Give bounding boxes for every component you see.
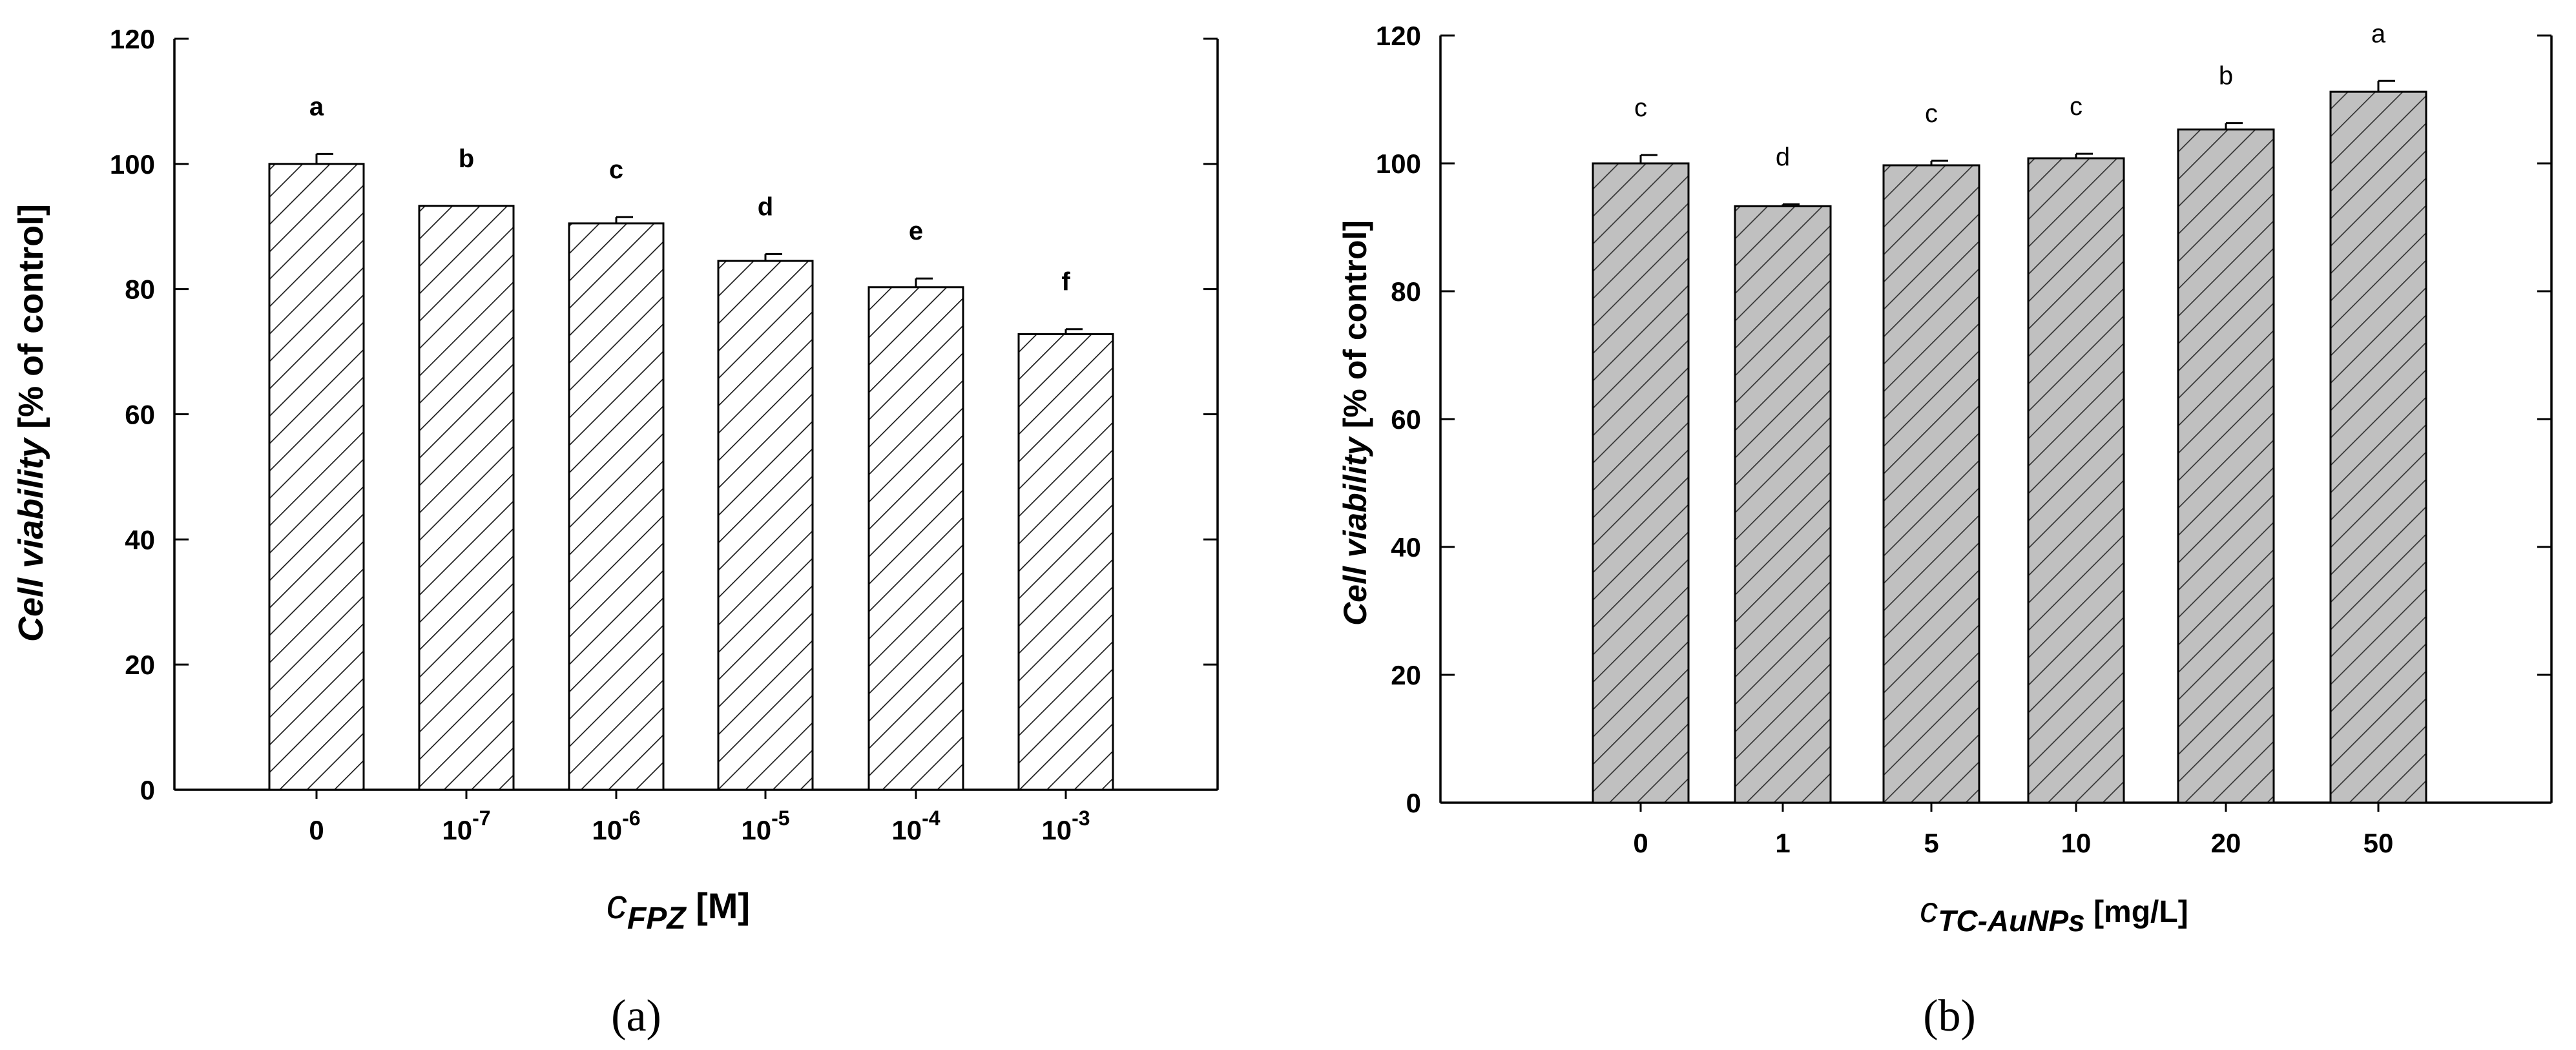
significance-letter: c [2070,92,2083,121]
significance-letter: c [1634,94,1647,122]
x-axis-label-unit: [M] [686,885,751,926]
x-tick-label: 5 [1924,828,1938,858]
y-axis-label-italic: Cell viability [12,429,50,642]
x-tick-label: 10-3 [1041,807,1090,845]
panel-a-caption: (a) [611,991,661,1041]
y-tick-label: 120 [1376,21,1421,51]
y-tick-label: 60 [125,400,155,430]
significance-letter: e [909,217,923,245]
y-tick-label: 0 [140,775,155,805]
y-axis-label-unit: [% of control] [1337,220,1373,428]
y-tick-label: 0 [1406,788,1421,818]
x-tick-label: 0 [309,815,324,845]
bar [1017,333,1114,791]
bar [2329,90,2427,804]
x-tick-exponent: -4 [922,807,940,830]
bar [717,260,814,791]
x-tick-exponent: -3 [1072,807,1090,830]
x-tick-label: 20 [2211,828,2241,858]
x-tick-label: 50 [2363,828,2394,858]
x-tick-label: 10-6 [592,807,640,845]
y-tick-label: 100 [1376,149,1421,179]
bar [1734,205,1832,804]
x-axis-label-unit: [mg/L] [2085,895,2188,929]
bar [1882,164,1980,804]
y-tick-label: 60 [1391,404,1421,435]
panel-a-chart: 0 20 40 60 80 100 120 a 0 b 10-7 c 10-6 d 10-5 e 10-4 f 10… [12,24,1219,936]
significance-letter: d [758,192,773,221]
significance-letter: c [1925,99,1938,128]
significance-letter: f [1061,268,1070,296]
x-axis-label-subscript: TC-AuNPs [1938,904,2084,938]
significance-letter: b [459,145,474,173]
y-tick-label: 40 [125,524,155,555]
y-tick-label: 80 [1391,276,1421,307]
panel-b-chart: 0 20 40 60 80 100 120 c 0 d 1 c 5 c 10 b 20 a 50 cTC-AuNPs … [1337,19,2553,938]
y-axis-label-italic: Cell viability [1337,428,1373,626]
significance-letter: b [2219,62,2233,90]
y-tick-label: 100 [110,149,155,180]
x-tick-label: 1 [1775,828,1790,858]
y-tick-label: 120 [110,24,155,54]
bar [867,286,964,791]
x-tick-label: 10 [2061,828,2092,858]
x-tick-label: 0 [1633,828,1648,858]
y-tick-label: 20 [125,650,155,680]
panel-b-caption: (b) [1923,991,1976,1041]
y-tick-label: 40 [1391,532,1421,562]
x-tick-label: 10-4 [891,807,940,845]
x-axis-label: cTC-AuNPs [mg/L] [1920,889,2188,938]
y-axis-label: Cell viability [% of control] [1337,220,1373,626]
significance-letter: a [309,92,324,121]
y-tick-label: 20 [1391,660,1421,690]
x-axis-label-symbol: c [1920,889,1938,930]
significance-letter: a [2371,19,2386,48]
x-tick-exponent: -5 [771,807,789,830]
bar [268,163,365,791]
bar [418,205,515,791]
bar [1592,162,1690,804]
x-tick-label: 10-7 [442,807,490,845]
y-tick-label: 80 [125,274,155,305]
x-tick-exponent: -7 [472,807,490,830]
y-axis-label: Cell viability [% of control] [12,204,50,642]
x-axis-label-subscript: FPZ [627,901,687,936]
bar [2027,157,2125,804]
significance-letter: d [1776,143,1790,171]
x-tick-label: 10-5 [741,807,789,845]
x-axis-label-symbol: c [607,881,627,927]
x-axis-label: cFPZ [M] [607,881,750,936]
significance-letter: c [609,156,623,184]
x-tick-exponent: -6 [622,807,640,830]
bar [2177,129,2275,804]
y-axis-label-unit: [% of control] [12,204,50,429]
bar [568,222,665,791]
